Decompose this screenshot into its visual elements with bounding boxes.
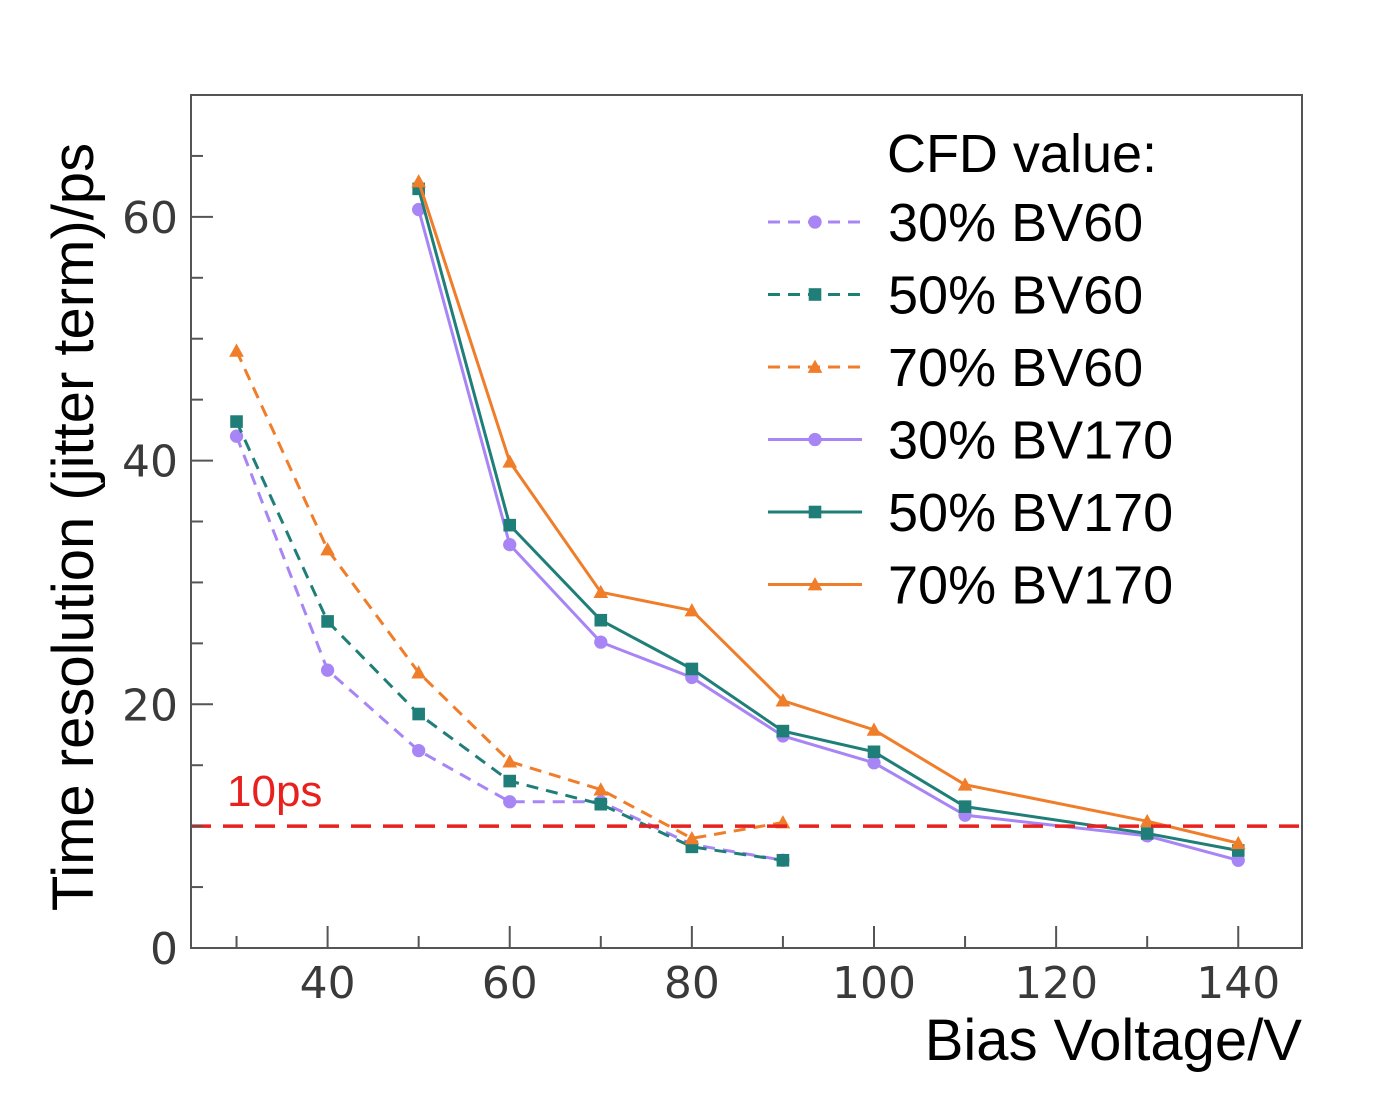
x-tick-label: 80 — [664, 958, 720, 1009]
data-point — [229, 429, 244, 443]
data-point — [230, 415, 243, 428]
data-point — [866, 722, 882, 736]
data-point — [684, 830, 700, 845]
axes-layer: 40 60 80 100 120 140 0 20 40 60 — [122, 94, 1280, 1009]
legend-swatch-marker — [807, 359, 823, 373]
x-tick-label: 100 — [832, 958, 916, 1009]
data-point — [320, 542, 335, 556]
legend-swatch-marker — [808, 288, 822, 301]
data-point — [593, 782, 609, 796]
data-point — [503, 518, 517, 532]
data-point — [684, 603, 700, 617]
legend-label: 30% BV60 — [888, 193, 1143, 253]
reference-layer: 10ps — [191, 767, 1302, 828]
legend-swatch-marker — [807, 577, 823, 591]
data-point — [503, 538, 517, 552]
x-axis-title: Bias Voltage/V — [925, 1008, 1303, 1073]
data-point — [776, 724, 790, 738]
data-point — [229, 343, 244, 357]
x-tick-label: 40 — [300, 958, 356, 1009]
data-point — [594, 613, 608, 627]
series-70-bv60 — [229, 343, 791, 845]
legend-label: 70% BV170 — [888, 556, 1173, 616]
x-tick-label: 120 — [1014, 958, 1098, 1009]
data-point — [502, 454, 518, 468]
legend-entry: 30% BV60 — [768, 193, 1143, 253]
data-point — [867, 756, 881, 770]
legend-label: 50% BV60 — [888, 266, 1143, 326]
data-point — [685, 662, 699, 676]
reference-line-label: 10ps — [227, 767, 322, 816]
data-point — [502, 754, 518, 768]
data-point — [957, 777, 973, 791]
y-axis-title: Time resolution (jitter term)/ps — [41, 143, 106, 911]
y-tick-label: 60 — [122, 193, 178, 244]
legend-label: 70% BV60 — [888, 338, 1143, 398]
data-point — [1231, 853, 1245, 867]
y-tick-label: 20 — [122, 680, 178, 731]
data-point — [593, 584, 609, 599]
data-point — [412, 743, 426, 758]
legend-entry: 50% BV170 — [768, 483, 1173, 543]
legend-swatch-marker — [808, 505, 822, 519]
data-point — [503, 774, 517, 788]
data-point — [320, 663, 335, 677]
data-point — [867, 745, 881, 759]
series-70-bv170 — [411, 174, 1246, 850]
y-tick-label: 40 — [122, 437, 178, 488]
data-point — [321, 615, 334, 628]
data-point — [594, 635, 608, 649]
legend-entry: 30% BV170 — [768, 411, 1173, 471]
x-tick-label: 60 — [482, 958, 538, 1009]
data-point — [1140, 827, 1154, 840]
data-point — [1230, 835, 1246, 850]
legend-swatch-marker — [808, 215, 822, 229]
legend-label: 50% BV170 — [888, 483, 1173, 543]
data-point — [503, 795, 517, 809]
data-point — [1139, 813, 1155, 828]
x-tick-label: 140 — [1196, 958, 1280, 1009]
legend-entry: 70% BV170 — [768, 556, 1173, 616]
legend-label: 30% BV170 — [888, 411, 1173, 471]
legend-entry: 70% BV60 — [768, 338, 1143, 398]
data-point — [775, 693, 791, 707]
data-point — [412, 707, 425, 721]
data-point — [594, 797, 608, 811]
data-point — [958, 800, 972, 813]
legend-title: CFD value: — [887, 124, 1157, 184]
data-point — [411, 665, 427, 679]
legend-swatch-marker — [808, 432, 822, 447]
legend: CFD value: 30% BV60 50% BV60 70% BV60 30% BV… — [768, 124, 1173, 616]
series-50-bv170 — [412, 182, 1245, 857]
data-point — [776, 853, 790, 867]
legend-entry: 50% BV60 — [768, 266, 1143, 326]
series-layer — [229, 174, 1246, 867]
y-tick-label: 0 — [150, 924, 178, 975]
data-point — [411, 174, 427, 188]
